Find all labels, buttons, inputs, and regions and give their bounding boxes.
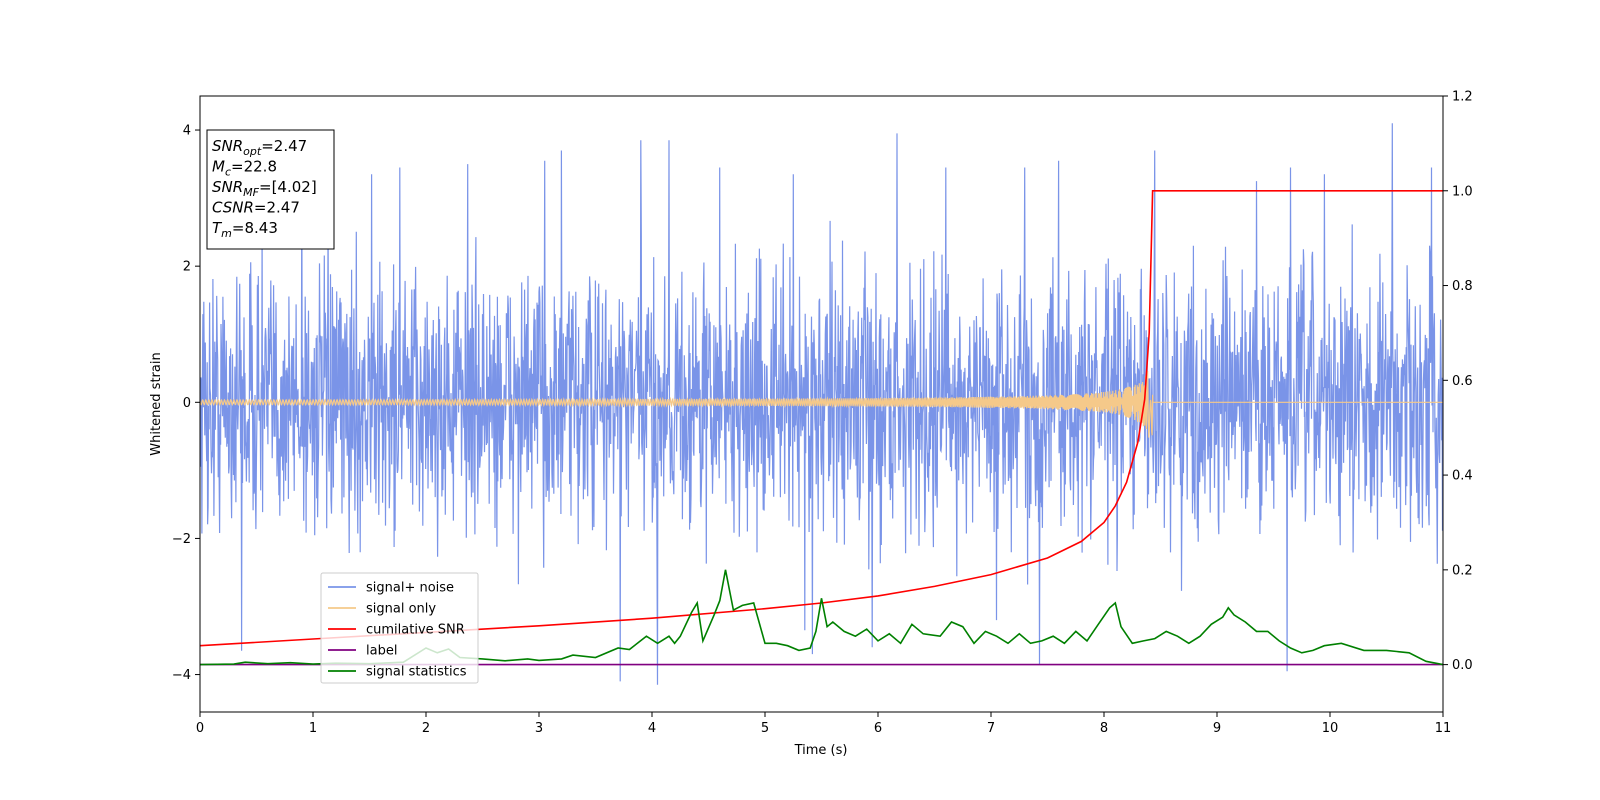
y2-tick-label: 0.8 [1452, 279, 1473, 294]
x-tick-label: 6 [874, 721, 882, 736]
annotation-line: Mc=22.8 [212, 158, 277, 179]
y-axis-label: Whitened strain [149, 352, 164, 455]
annotation-frame [206, 129, 335, 250]
x-tick-label: 0 [196, 721, 204, 736]
annotation-line: CSNR=2.47 [212, 199, 300, 217]
x-tick-label: 2 [422, 721, 430, 736]
y2-tick-label: 0.2 [1452, 563, 1473, 578]
y2-tick-label: 1.0 [1452, 184, 1473, 199]
legend-label: label [366, 644, 397, 659]
x-tick-label: 5 [761, 721, 769, 736]
series-line-cumilative-snr [200, 190, 1443, 647]
annotation-line: Tm=8.43 [212, 219, 278, 240]
y2-tick-label: 0.0 [1452, 658, 1473, 673]
legend-label: signal only [366, 602, 436, 617]
x-tick-label: 8 [1100, 721, 1108, 736]
x-axis: 0 1 2 3 4 5 6 7 8 9 10 11 [196, 712, 1451, 736]
annotation-line: SNRopt=2.47 [212, 137, 307, 158]
y-axis-right: 1.2 1.0 0.8 0.6 0.4 0.2 0.0 [1443, 90, 1473, 673]
legend-label: cumilative SNR [366, 623, 465, 638]
x-tick-label: 11 [1435, 721, 1452, 736]
y-tick-label: 2 [183, 260, 191, 275]
y-tick-label: −2 [172, 532, 191, 547]
annotation-line: SNRMF=[4.02] [212, 178, 317, 199]
series-line-signal-statistics [200, 569, 1443, 666]
legend: signal+ noise signal only cumilative SNR la… [320, 572, 479, 684]
y2-tick-label: 1.2 [1452, 90, 1473, 105]
x-tick-label: 1 [309, 721, 317, 736]
plot-frame [199, 95, 1444, 713]
x-tick-label: 9 [1213, 721, 1221, 736]
y2-tick-label: 0.4 [1452, 469, 1473, 484]
x-tick-label: 3 [535, 721, 543, 736]
legend-label: signal+ noise [366, 581, 454, 596]
y-tick-label: 0 [183, 396, 191, 411]
y-tick-label: 4 [183, 124, 191, 139]
x-tick-label: 4 [648, 721, 656, 736]
x-tick-label: 10 [1322, 721, 1339, 736]
series-line-signal-only [200, 370, 1443, 438]
x-tick-label: 7 [987, 721, 995, 736]
legend-frame [320, 572, 479, 684]
y-axis-left: 4 2 0 −2 −4 [172, 124, 200, 683]
x-axis-label: Time (s) [794, 743, 848, 758]
y-tick-label: −4 [172, 668, 191, 683]
y2-tick-label: 0.6 [1452, 374, 1473, 389]
legend-label: signal statistics [366, 665, 467, 680]
